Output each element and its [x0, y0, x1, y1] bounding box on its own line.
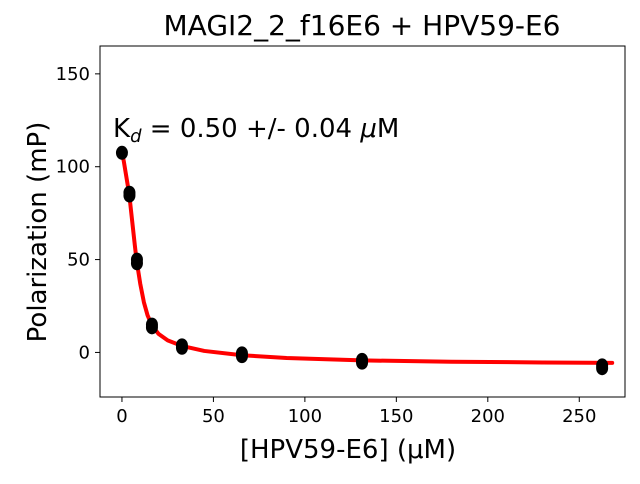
y-ticks: 0 50 100 150	[56, 64, 100, 363]
data-point	[145, 317, 158, 332]
data-point	[123, 185, 136, 200]
data-point	[235, 346, 248, 361]
kd-unit-symbol: μ	[359, 114, 377, 144]
kd-prefix: K	[113, 114, 131, 144]
data-point	[596, 358, 609, 373]
data-point	[115, 145, 128, 160]
kd-unit-rest: M	[377, 114, 399, 144]
y-axis-label: Polarization (mP)	[23, 122, 53, 343]
x-ticks: 0 50 100 150 200 250	[116, 397, 596, 427]
kd-annotation: Kd = 0.50 +/- 0.04 μM	[113, 114, 399, 147]
data-point	[175, 338, 188, 353]
kd-value: = 0.50 +/- 0.04	[142, 114, 361, 144]
x-tick-label: 150	[379, 406, 413, 427]
plot-frame	[99, 45, 626, 398]
fit-curve	[119, 150, 615, 365]
y-tick-label: 150	[56, 64, 90, 85]
fit-layer	[119, 150, 615, 365]
y-tick-label: 50	[67, 250, 90, 271]
kd-subscript: d	[130, 126, 142, 147]
x-tick-label: 0	[116, 406, 127, 427]
data-point	[356, 352, 369, 367]
x-tick-label: 100	[288, 406, 322, 427]
points-layer	[115, 145, 609, 376]
x-axis-label: [HPV59-E6] (μM)	[240, 435, 456, 465]
data-point	[130, 252, 143, 267]
x-tick-label: 200	[471, 406, 505, 427]
y-tick-label: 100	[56, 157, 90, 178]
x-tick-label: 250	[562, 406, 596, 427]
y-tick-label: 0	[79, 342, 90, 363]
chart-title: MAGI2_2_f16E6 + HPV59-E6	[164, 9, 561, 42]
plot-area: 0 50 100 150 200 250 0 50 100 150	[56, 45, 626, 427]
x-tick-label: 50	[202, 406, 225, 427]
